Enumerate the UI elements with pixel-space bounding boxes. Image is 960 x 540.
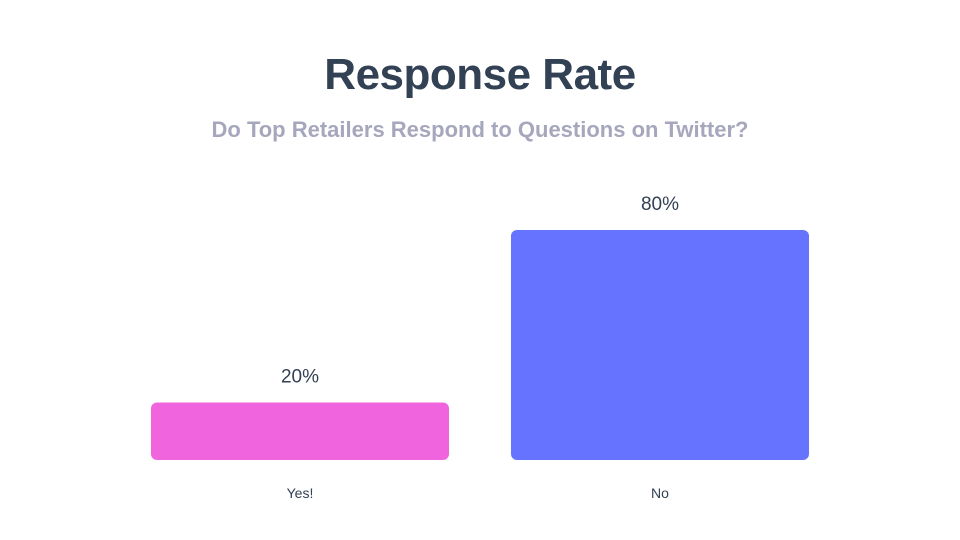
chart-title: Response Rate (324, 50, 636, 99)
bar-yes (151, 402, 449, 460)
data-label-yes: 20% (281, 367, 319, 388)
tick-label-yes: Yes! (287, 485, 314, 501)
bar-no (511, 230, 809, 460)
tick-label-no: No (651, 485, 669, 501)
chart-subtitle: Do Top Retailers Respond to Questions on… (211, 117, 749, 142)
data-label-no: 80% (641, 194, 679, 215)
